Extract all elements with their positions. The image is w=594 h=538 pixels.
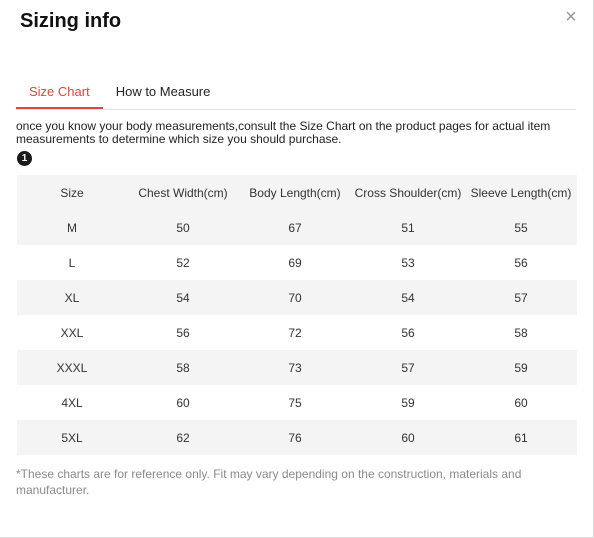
table-cell: 62 bbox=[127, 420, 239, 455]
disclaimer-footnote: *These charts are for reference only. Fi… bbox=[16, 467, 522, 497]
column-header-sleeve-length: Sleeve Length(cm) bbox=[465, 175, 577, 210]
tab-how-to-measure[interactable]: How to Measure bbox=[115, 84, 211, 99]
table-cell: 57 bbox=[465, 280, 577, 315]
table-cell: 56 bbox=[127, 315, 239, 350]
column-header-size: Size bbox=[17, 175, 127, 210]
table-cell: 61 bbox=[465, 420, 577, 455]
table-cell: M bbox=[17, 210, 127, 245]
size-chart-table: Size Chest Width(cm) Body Length(cm) Cro… bbox=[17, 175, 577, 455]
table-cell: 60 bbox=[351, 420, 465, 455]
tab-bar: Size Chart How to Measure bbox=[16, 78, 576, 110]
table-cell: 75 bbox=[239, 385, 351, 420]
table-cell: 72 bbox=[239, 315, 351, 350]
table-cell: 56 bbox=[351, 315, 465, 350]
table-row: M 50 67 51 55 bbox=[17, 210, 577, 245]
column-header-chest-width: Chest Width(cm) bbox=[127, 175, 239, 210]
table-cell: XL bbox=[17, 280, 127, 315]
table-cell: L bbox=[17, 245, 127, 280]
table-cell: 56 bbox=[465, 245, 577, 280]
table-cell: 69 bbox=[239, 245, 351, 280]
table-cell: 59 bbox=[351, 385, 465, 420]
table-cell: 51 bbox=[351, 210, 465, 245]
table-cell: XXL bbox=[17, 315, 127, 350]
table-cell: 58 bbox=[465, 315, 577, 350]
table-cell: 55 bbox=[465, 210, 577, 245]
step-number-icon: 1 bbox=[17, 151, 32, 166]
table-cell: 60 bbox=[127, 385, 239, 420]
table-cell: XXXL bbox=[17, 350, 127, 385]
table-cell: 57 bbox=[351, 350, 465, 385]
tab-size-chart[interactable]: Size Chart bbox=[16, 78, 103, 109]
close-icon[interactable]: × bbox=[565, 6, 577, 28]
intro-text: once you know your body measurements,con… bbox=[16, 119, 551, 146]
table-cell: 4XL bbox=[17, 385, 127, 420]
table-cell: 52 bbox=[127, 245, 239, 280]
table-row: XXL 56 72 56 58 bbox=[17, 315, 577, 350]
table-cell: 50 bbox=[127, 210, 239, 245]
table-row: 4XL 60 75 59 60 bbox=[17, 385, 577, 420]
table-cell: 67 bbox=[239, 210, 351, 245]
table-row: 5XL 62 76 60 61 bbox=[17, 420, 577, 455]
table-cell: 60 bbox=[465, 385, 577, 420]
column-header-body-length: Body Length(cm) bbox=[239, 175, 351, 210]
table-cell: 70 bbox=[239, 280, 351, 315]
table-row: L 52 69 53 56 bbox=[17, 245, 577, 280]
table-header-row: Size Chest Width(cm) Body Length(cm) Cro… bbox=[17, 175, 577, 210]
table-cell: 59 bbox=[465, 350, 577, 385]
table-cell: 73 bbox=[239, 350, 351, 385]
table-cell: 58 bbox=[127, 350, 239, 385]
table-row: XL 54 70 54 57 bbox=[17, 280, 577, 315]
dialog-title: Sizing info bbox=[20, 10, 122, 32]
table-cell: 53 bbox=[351, 245, 465, 280]
table-row: XXXL 58 73 57 59 bbox=[17, 350, 577, 385]
table-cell: 54 bbox=[127, 280, 239, 315]
column-header-cross-shoulder: Cross Shoulder(cm) bbox=[351, 175, 465, 210]
table-cell: 76 bbox=[239, 420, 351, 455]
table-cell: 5XL bbox=[17, 420, 127, 455]
table-cell: 54 bbox=[351, 280, 465, 315]
